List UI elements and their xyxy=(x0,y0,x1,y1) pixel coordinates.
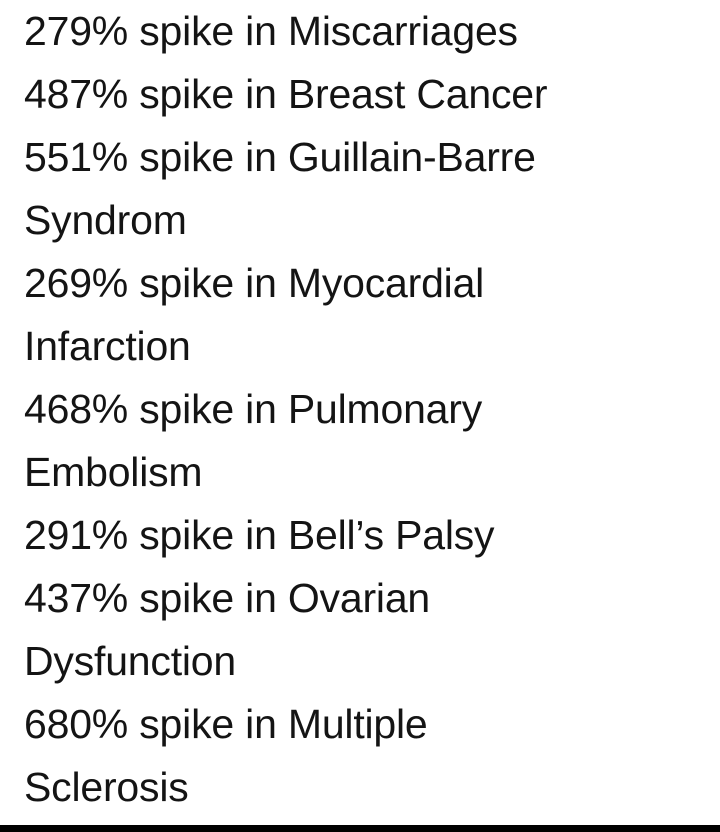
text-line: Sclerosis xyxy=(24,764,189,810)
list-item: 279% spike in Miscarriages xyxy=(24,0,547,63)
text-list: 279% spike in Miscarriages 487% spike in … xyxy=(24,0,548,819)
list-item: 551% spike in Guillain-Barre Syndrom xyxy=(24,126,547,252)
list-item: 437% spike in Ovarian Dysfunction xyxy=(24,567,547,693)
text-line: 291% spike in Bell’s Palsy xyxy=(24,512,495,558)
text-line: 487% spike in Breast Cancer xyxy=(24,71,548,117)
text-line: 680% spike in Multiple xyxy=(24,701,428,747)
list-item: 468% spike in Pulmonary Embolism xyxy=(24,378,547,504)
list-item: 680% spike in Multiple Sclerosis xyxy=(24,693,547,819)
text-line: Syndrom xyxy=(24,197,187,243)
text-line: Embolism xyxy=(24,449,203,495)
list-item: 269% spike in Myocardial Infarction xyxy=(24,252,547,378)
list-item: 291% spike in Bell’s Palsy xyxy=(24,504,547,567)
text-line: Infarction xyxy=(24,323,191,369)
bottom-border xyxy=(0,825,720,832)
text-line: 269% spike in Myocardial xyxy=(24,260,485,306)
text-line: 468% spike in Pulmonary xyxy=(24,386,483,432)
text-line: 279% spike in Miscarriages xyxy=(24,8,518,54)
text-line: Dysfunction xyxy=(24,638,237,684)
text-line: 437% spike in Ovarian xyxy=(24,575,431,621)
list-item: 487% spike in Breast Cancer xyxy=(24,63,548,126)
text-line: 551% spike in Guillain-Barre xyxy=(24,134,536,180)
